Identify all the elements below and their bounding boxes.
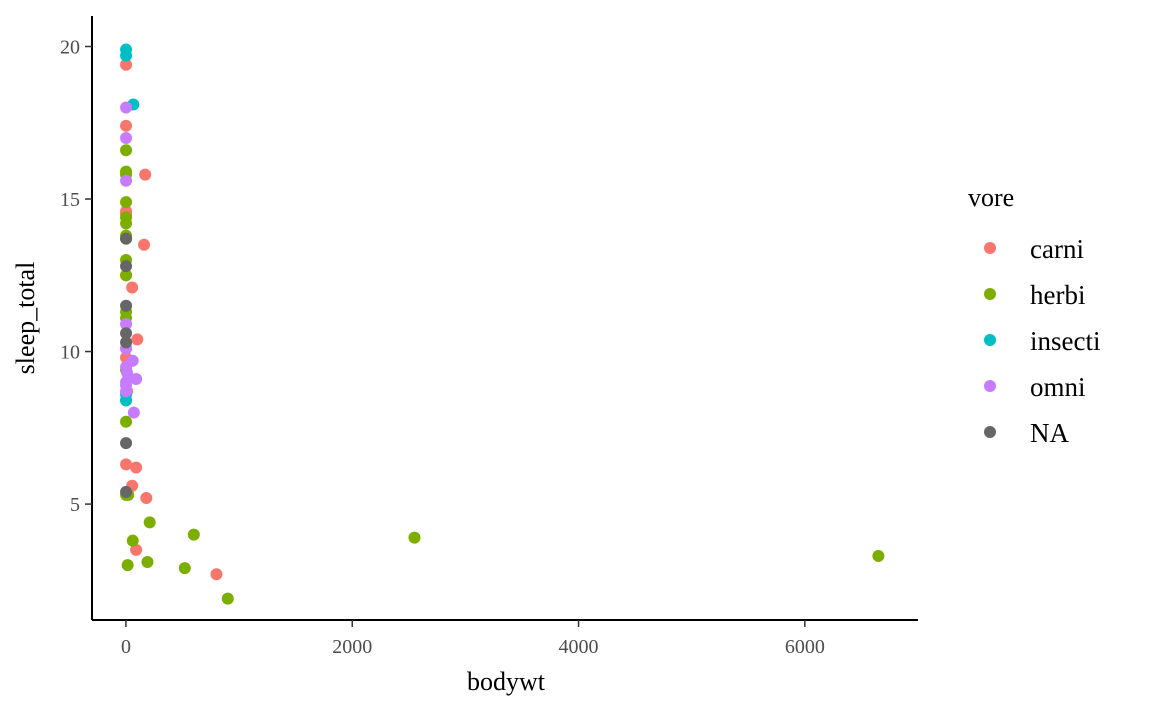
- legend-label-carni: carni: [1030, 234, 1084, 264]
- data-point: [120, 385, 133, 398]
- data-point: [120, 260, 133, 273]
- data-point: [140, 491, 153, 504]
- x-tick-label: 0: [121, 636, 131, 658]
- data-point: [120, 49, 133, 62]
- y-tick-label: 5: [70, 494, 80, 516]
- y-tick-label: 15: [60, 189, 80, 211]
- data-point: [121, 559, 134, 572]
- data-point: [120, 415, 133, 428]
- y-axis-title: sleep_total: [11, 262, 40, 375]
- data-point: [120, 327, 133, 340]
- data-point: [187, 528, 200, 541]
- data-point: [138, 238, 151, 251]
- data-point: [120, 132, 133, 145]
- data-point: [126, 534, 139, 547]
- legend-label-omni: omni: [1030, 372, 1086, 402]
- data-point: [120, 144, 133, 157]
- data-point: [120, 119, 133, 132]
- plot-area: [120, 43, 885, 605]
- data-point: [139, 168, 152, 181]
- data-point: [120, 58, 133, 71]
- data-point: [120, 232, 133, 245]
- data-point: [143, 516, 156, 529]
- legend-title: vore: [968, 183, 1014, 212]
- data-point: [120, 485, 133, 498]
- data-point: [127, 406, 140, 419]
- data-point: [120, 101, 133, 114]
- data-point: [130, 543, 143, 556]
- legend-label-herbi: herbi: [1030, 280, 1085, 310]
- data-point: [120, 437, 133, 450]
- data-point: [210, 568, 223, 581]
- legend-key-carni: [984, 242, 996, 254]
- data-point: [120, 458, 133, 471]
- data-point: [120, 269, 133, 282]
- legend-key-omni: [984, 380, 996, 392]
- series-omni: [120, 101, 143, 419]
- data-point: [178, 562, 191, 575]
- data-point: [131, 333, 144, 346]
- legend-key-insecti: [984, 334, 996, 346]
- data-point: [120, 394, 133, 407]
- data-point: [141, 556, 154, 569]
- legend-key-herbi: [984, 288, 996, 300]
- legend-label-insecti: insecti: [1030, 326, 1100, 356]
- data-point: [221, 592, 234, 605]
- data-point: [121, 366, 134, 379]
- data-point: [130, 461, 143, 474]
- data-point: [120, 299, 133, 312]
- data-point: [120, 174, 133, 187]
- axes: 0 2000 4000 6000 5 10 15 20: [60, 16, 918, 658]
- x-axis-title: bodywt: [467, 667, 546, 696]
- data-point: [408, 531, 421, 544]
- x-tick-label: 4000: [559, 636, 599, 658]
- legend-key-na: [984, 426, 996, 438]
- x-tick-label: 6000: [785, 636, 825, 658]
- data-point: [126, 281, 139, 294]
- legend: vore carni herbi insecti omni NA: [968, 183, 1100, 448]
- data-point: [120, 217, 133, 230]
- series-carni: [120, 58, 223, 581]
- data-point: [872, 549, 885, 562]
- legend-label-na: NA: [1030, 418, 1069, 448]
- y-tick-label: 20: [60, 37, 80, 59]
- data-point: [120, 336, 133, 349]
- series-na: [120, 232, 133, 498]
- x-tick-label: 2000: [332, 636, 372, 658]
- y-tick-label: 10: [60, 342, 80, 364]
- data-point: [120, 196, 133, 209]
- data-point: [120, 318, 133, 331]
- series-herbi: [120, 144, 885, 605]
- data-point: [130, 373, 143, 386]
- series-insecti: [120, 43, 140, 407]
